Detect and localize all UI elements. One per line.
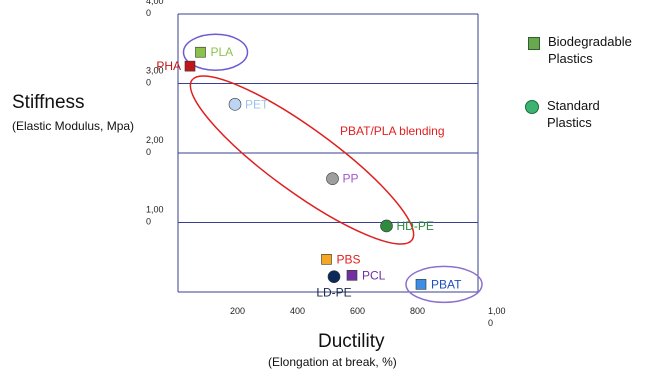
x-tick-label: 800 xyxy=(410,306,425,316)
y-tick-label: 3,00 0 xyxy=(146,66,164,88)
x-axis-subtitle: (Elongation at break, %) xyxy=(268,355,397,369)
y-axis-subtitle: (Elastic Modulus, Mpa) xyxy=(12,119,135,133)
point-pha xyxy=(184,60,196,72)
circle-marker-icon xyxy=(525,100,539,114)
point-pet xyxy=(228,98,242,111)
point-pbat xyxy=(415,279,427,290)
legend-item-standard: Standard Plastics xyxy=(525,97,617,131)
x-axis-title: Ductility xyxy=(318,331,385,352)
point-label-hd-pe: HD-PE xyxy=(397,219,434,233)
y-tick-label: 2,00 0 xyxy=(146,135,164,157)
legend-label: Biodegradable Plastics xyxy=(548,34,632,66)
pbat-highlight-ellipse xyxy=(405,265,483,304)
point-pcl xyxy=(346,270,358,281)
pla-highlight-ellipse xyxy=(182,33,249,71)
point-pla xyxy=(195,46,206,58)
x-tick-label: 600 xyxy=(350,306,365,316)
point-ld-pe xyxy=(327,270,341,284)
point-label-pp: PP xyxy=(343,172,359,186)
point-label-pla: PLA xyxy=(211,45,234,59)
point-label-pha: PHA xyxy=(156,59,181,73)
x-tick-label: 200 xyxy=(230,306,245,316)
blending-annotation: PBAT/PLA blending xyxy=(340,124,445,138)
legend-item-biodegradable: Biodegradable Plastics xyxy=(528,33,634,67)
point-hd-pe xyxy=(380,219,393,233)
point-label-ld-pe: LD-PE xyxy=(316,286,351,300)
point-label-pbat: PBAT xyxy=(431,277,462,291)
point-label-pcl: PCL xyxy=(362,268,386,282)
y-axis-title: Stiffness xyxy=(12,92,85,113)
y-tick-label: 4,00 0 xyxy=(146,0,164,18)
y-tick-label: 1,00 0 xyxy=(146,205,164,227)
x-tick-label: 400 xyxy=(290,306,305,316)
legend-label: Standard Plastics xyxy=(547,98,600,130)
blending-ellipse xyxy=(189,75,415,245)
x-tick-label: 1,00 0 xyxy=(488,306,506,328)
point-label-pet: PET xyxy=(245,97,269,111)
square-marker-icon xyxy=(528,37,540,50)
point-label-pbs: PBS xyxy=(337,252,361,266)
point-pbs xyxy=(321,254,332,265)
point-pp xyxy=(326,172,339,186)
